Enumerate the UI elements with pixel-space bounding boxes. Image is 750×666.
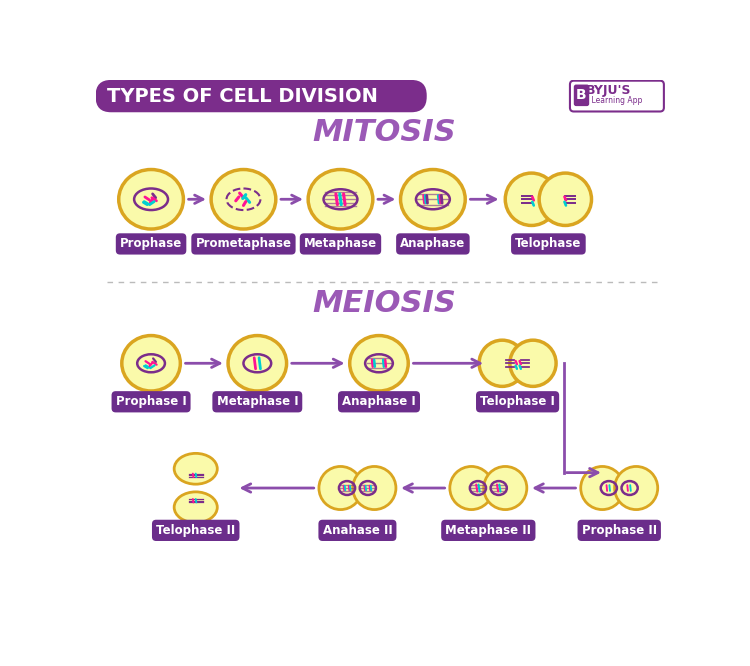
Text: Prophase II: Prophase II [582, 524, 657, 537]
FancyBboxPatch shape [570, 81, 664, 111]
Ellipse shape [484, 466, 526, 509]
Ellipse shape [308, 170, 373, 229]
Text: Prometaphase: Prometaphase [196, 238, 292, 250]
Text: Metaphase: Metaphase [304, 238, 377, 250]
Text: TYPES OF CELL DIVISION: TYPES OF CELL DIVISION [107, 87, 378, 106]
Ellipse shape [211, 170, 276, 229]
Text: MITOSIS: MITOSIS [313, 118, 456, 147]
Text: Telophase: Telophase [515, 238, 581, 250]
Ellipse shape [580, 466, 624, 509]
Ellipse shape [174, 492, 217, 523]
FancyBboxPatch shape [574, 85, 590, 106]
Text: Telophase I: Telophase I [480, 396, 555, 408]
Ellipse shape [319, 466, 362, 509]
Text: Telophase II: Telophase II [156, 524, 236, 537]
Ellipse shape [174, 454, 217, 484]
Ellipse shape [510, 340, 556, 386]
Text: Prophase: Prophase [120, 238, 182, 250]
Ellipse shape [450, 466, 493, 509]
Text: Anahase II: Anahase II [322, 524, 392, 537]
Text: Prophase I: Prophase I [116, 396, 187, 408]
Ellipse shape [350, 336, 408, 391]
Text: B: B [576, 89, 586, 103]
Text: The Learning App: The Learning App [574, 96, 642, 105]
FancyBboxPatch shape [96, 80, 427, 113]
Ellipse shape [479, 340, 525, 386]
Ellipse shape [400, 170, 465, 229]
Ellipse shape [614, 466, 658, 509]
Ellipse shape [539, 173, 592, 226]
Ellipse shape [506, 173, 557, 226]
Text: Anaphase I: Anaphase I [342, 396, 416, 408]
Text: MEIOSIS: MEIOSIS [313, 289, 456, 318]
Text: Metaphase II: Metaphase II [446, 524, 531, 537]
Text: BYJU'S: BYJU'S [586, 84, 632, 97]
Text: Anaphase: Anaphase [400, 238, 466, 250]
Ellipse shape [228, 336, 286, 391]
Ellipse shape [122, 336, 180, 391]
Ellipse shape [118, 170, 184, 229]
Ellipse shape [352, 466, 396, 509]
Text: Metaphase I: Metaphase I [217, 396, 298, 408]
